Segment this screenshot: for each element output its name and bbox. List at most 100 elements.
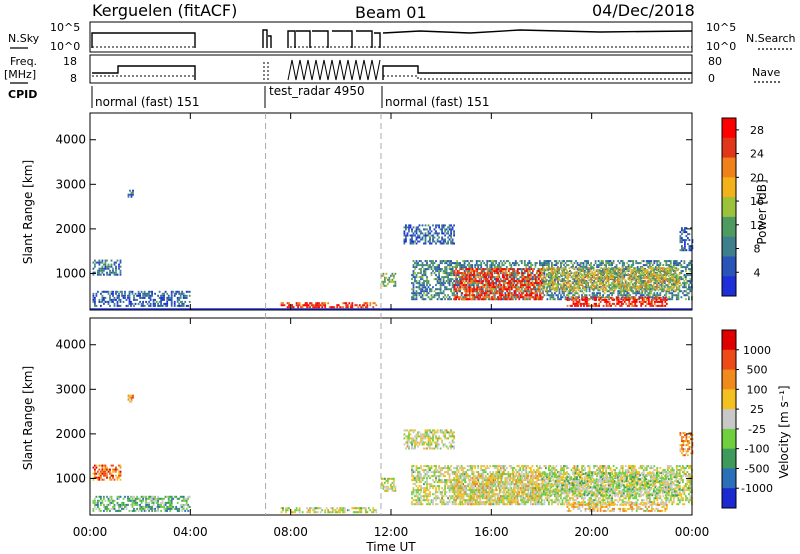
power-echo-cell xyxy=(516,294,519,297)
power-echo-cell xyxy=(459,288,462,291)
power-echo-cell xyxy=(579,283,581,286)
power-echo-cell xyxy=(92,273,95,276)
power-echo-cell xyxy=(477,272,480,275)
velocity-echo-cell xyxy=(110,472,113,475)
power-echo-cell xyxy=(689,280,692,283)
velocity-echo-cell xyxy=(357,507,360,510)
power-echo-cell xyxy=(548,262,550,265)
power-echo-cell xyxy=(461,284,463,287)
power-echo-cell xyxy=(689,270,692,273)
power-echo-cell xyxy=(535,296,537,299)
power-echo-cell xyxy=(620,304,623,307)
power-echo-cell xyxy=(468,270,471,273)
power-echo-cell xyxy=(513,262,516,265)
power-echo-cell xyxy=(475,272,478,275)
power-echo-cell xyxy=(610,277,613,280)
power-echo-cell xyxy=(576,276,579,279)
velocity-echo-cell xyxy=(351,507,354,510)
power-echo-cell xyxy=(547,283,550,286)
power-echo-cell xyxy=(465,270,468,273)
power-echo-cell xyxy=(501,276,504,279)
power-echo-cell xyxy=(424,286,427,289)
velocity-echo-cell xyxy=(424,447,427,450)
power-echo-cell xyxy=(512,270,515,273)
power-echo-cell xyxy=(582,292,585,295)
velocity-echo-cell xyxy=(406,445,409,448)
power-echo-cell xyxy=(642,260,645,263)
power-echo-cell xyxy=(133,304,135,307)
power-echo-cell xyxy=(633,267,636,270)
power-echo-cell xyxy=(316,304,319,307)
power-echo-cell xyxy=(424,236,427,239)
power-echo-cell xyxy=(570,271,572,274)
power-echo-cell xyxy=(510,264,513,267)
power-echo-cell xyxy=(495,262,498,265)
velocity-echo-cell xyxy=(184,503,187,506)
power-echo-cell xyxy=(181,300,184,303)
power-echo-cell xyxy=(516,296,519,299)
power-echo-cell xyxy=(418,294,421,297)
freq-tick-bottom: 8 xyxy=(70,72,77,85)
power-echo-cell xyxy=(483,262,486,265)
power-echo-cell xyxy=(393,284,395,287)
power-echo-cell xyxy=(509,282,512,285)
power-echo-cell xyxy=(486,296,489,299)
power-echo-cell xyxy=(630,273,633,276)
power-echo-cell xyxy=(421,298,424,301)
power-echo-cell xyxy=(661,267,664,270)
power-echo-layer xyxy=(90,189,694,310)
power-echo-cell xyxy=(444,262,446,265)
power-echo-cell xyxy=(530,272,532,275)
power-echo-cell xyxy=(631,269,634,272)
power-echo-cell xyxy=(600,283,602,286)
power-echo-cell xyxy=(463,270,466,273)
power-echo-cell xyxy=(104,263,107,266)
power-echo-cell xyxy=(482,290,485,293)
power-echo-cell xyxy=(427,264,430,267)
power-echo-cell xyxy=(451,240,454,243)
power-echo-cell xyxy=(118,267,120,270)
velocity-echo-cell xyxy=(101,501,104,504)
power-echo-cell xyxy=(173,304,176,307)
velocity-echo-cell xyxy=(154,495,156,498)
power-echo-cell xyxy=(304,302,307,305)
power-echo-cell xyxy=(549,298,552,301)
power-echo-cell xyxy=(538,290,540,293)
velocity-echo-cell xyxy=(415,435,418,438)
power-echo-cell xyxy=(436,298,439,301)
power-echo-cell xyxy=(450,290,452,293)
power-echo-cell xyxy=(179,304,182,307)
power-echo-cell xyxy=(451,284,454,287)
power-echo-cell xyxy=(609,262,612,265)
power-echo-cell xyxy=(650,260,653,263)
power-echo-cell xyxy=(684,249,686,252)
power-echo-cell xyxy=(594,273,596,276)
power-echo-cell xyxy=(125,298,128,301)
power-echo-cell xyxy=(574,273,577,276)
velocity-echo-cell xyxy=(421,433,424,436)
velocity-echo-cell xyxy=(181,503,184,506)
power-echo-cell xyxy=(659,304,662,307)
power-echo-cell xyxy=(579,273,581,276)
power-echo-cell xyxy=(548,266,550,269)
power-echo-cell xyxy=(621,294,624,297)
velocity-echo-cell xyxy=(166,509,169,512)
power-echo-cell xyxy=(403,240,406,243)
power-echo-cell xyxy=(160,300,162,303)
power-echo-cell xyxy=(486,288,489,291)
power-echo-cell xyxy=(351,302,354,305)
power-echo-cell xyxy=(493,266,496,269)
power-echo-cell xyxy=(519,282,522,285)
power-echo-cell xyxy=(461,292,463,295)
power-echo-cell xyxy=(492,276,495,279)
power-echo-cell xyxy=(585,262,588,265)
velocity-echo-cell xyxy=(152,501,155,504)
power-echo-cell xyxy=(598,281,601,284)
power-echo-cell xyxy=(483,296,486,299)
power-echo-cell xyxy=(106,259,108,262)
power-echo-cell xyxy=(661,279,664,282)
power-echo-cell xyxy=(639,281,642,284)
velocity-echo-cell xyxy=(444,433,446,436)
power-echo-cell xyxy=(617,302,620,305)
power-echo-cell xyxy=(166,300,169,303)
